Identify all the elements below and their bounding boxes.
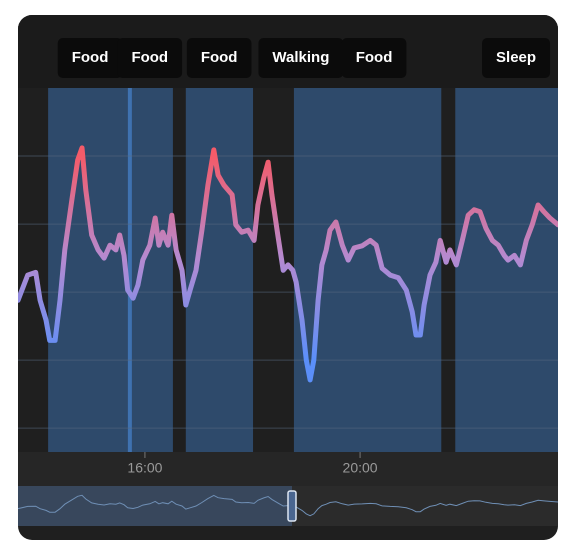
event-label-text: Sleep bbox=[496, 49, 536, 66]
event-label-box bbox=[57, 38, 123, 78]
navigator-handle bbox=[287, 490, 297, 522]
time-axis bbox=[18, 452, 558, 486]
event-label: Walking bbox=[258, 38, 344, 78]
event-label-box bbox=[186, 38, 252, 78]
event-label-text: Food bbox=[72, 49, 109, 66]
event-label: Food bbox=[57, 38, 123, 78]
event-band bbox=[455, 88, 558, 452]
event-label-box bbox=[482, 38, 551, 78]
navigator-line bbox=[18, 494, 558, 517]
event-label: Sleep bbox=[482, 38, 551, 78]
chart-area: 16:00 20:00 bbox=[18, 15, 558, 526]
event-label-text: Walking bbox=[272, 49, 329, 66]
navigator-window bbox=[18, 486, 292, 526]
x-tick-label: 20:00 bbox=[343, 460, 378, 476]
x-tick-label: 16:00 bbox=[127, 460, 162, 476]
event-band bbox=[293, 88, 442, 452]
event-label: Food bbox=[186, 38, 252, 78]
event-label: Food bbox=[117, 38, 183, 78]
event-label-box bbox=[341, 38, 407, 78]
event-label: Food bbox=[341, 38, 407, 78]
glucose-line bbox=[18, 145, 558, 383]
event-label-text: Food bbox=[356, 49, 393, 66]
event-label-box bbox=[117, 38, 183, 78]
event-label-box bbox=[258, 38, 344, 78]
event-band bbox=[48, 88, 173, 452]
event-label-text: Food bbox=[131, 49, 168, 66]
event-label-text: Food bbox=[201, 49, 238, 66]
